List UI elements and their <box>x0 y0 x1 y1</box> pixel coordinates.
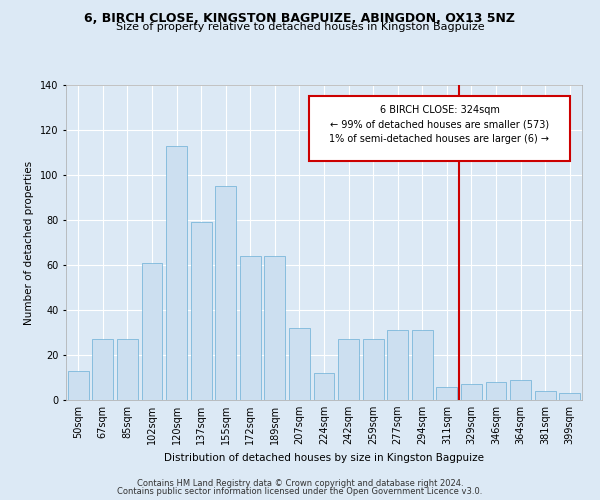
Bar <box>412 330 433 400</box>
Text: Size of property relative to detached houses in Kingston Bagpuize: Size of property relative to detached ho… <box>116 22 484 32</box>
Bar <box>117 339 138 400</box>
Bar <box>215 186 236 400</box>
Bar <box>535 391 556 400</box>
Bar <box>485 382 506 400</box>
Bar <box>191 222 212 400</box>
Bar <box>240 256 261 400</box>
Text: 6, BIRCH CLOSE, KINGSTON BAGPUIZE, ABINGDON, OX13 5NZ: 6, BIRCH CLOSE, KINGSTON BAGPUIZE, ABING… <box>85 12 515 26</box>
Text: Contains HM Land Registry data © Crown copyright and database right 2024.: Contains HM Land Registry data © Crown c… <box>137 478 463 488</box>
Bar <box>166 146 187 400</box>
Bar <box>68 371 89 400</box>
Y-axis label: Number of detached properties: Number of detached properties <box>25 160 34 324</box>
Bar <box>559 393 580 400</box>
Bar <box>142 262 163 400</box>
Bar <box>436 386 457 400</box>
Bar <box>461 384 482 400</box>
Bar <box>362 339 383 400</box>
Bar <box>510 380 531 400</box>
Bar <box>265 256 286 400</box>
Text: Contains public sector information licensed under the Open Government Licence v3: Contains public sector information licen… <box>118 487 482 496</box>
Bar <box>314 373 334 400</box>
Text: 6 BIRCH CLOSE: 324sqm
← 99% of detached houses are smaller (573)
1% of semi-deta: 6 BIRCH CLOSE: 324sqm ← 99% of detached … <box>329 104 550 144</box>
Bar <box>309 96 570 162</box>
Bar <box>92 339 113 400</box>
X-axis label: Distribution of detached houses by size in Kingston Bagpuize: Distribution of detached houses by size … <box>164 452 484 462</box>
Bar <box>387 330 408 400</box>
Bar <box>338 339 359 400</box>
Bar <box>289 328 310 400</box>
